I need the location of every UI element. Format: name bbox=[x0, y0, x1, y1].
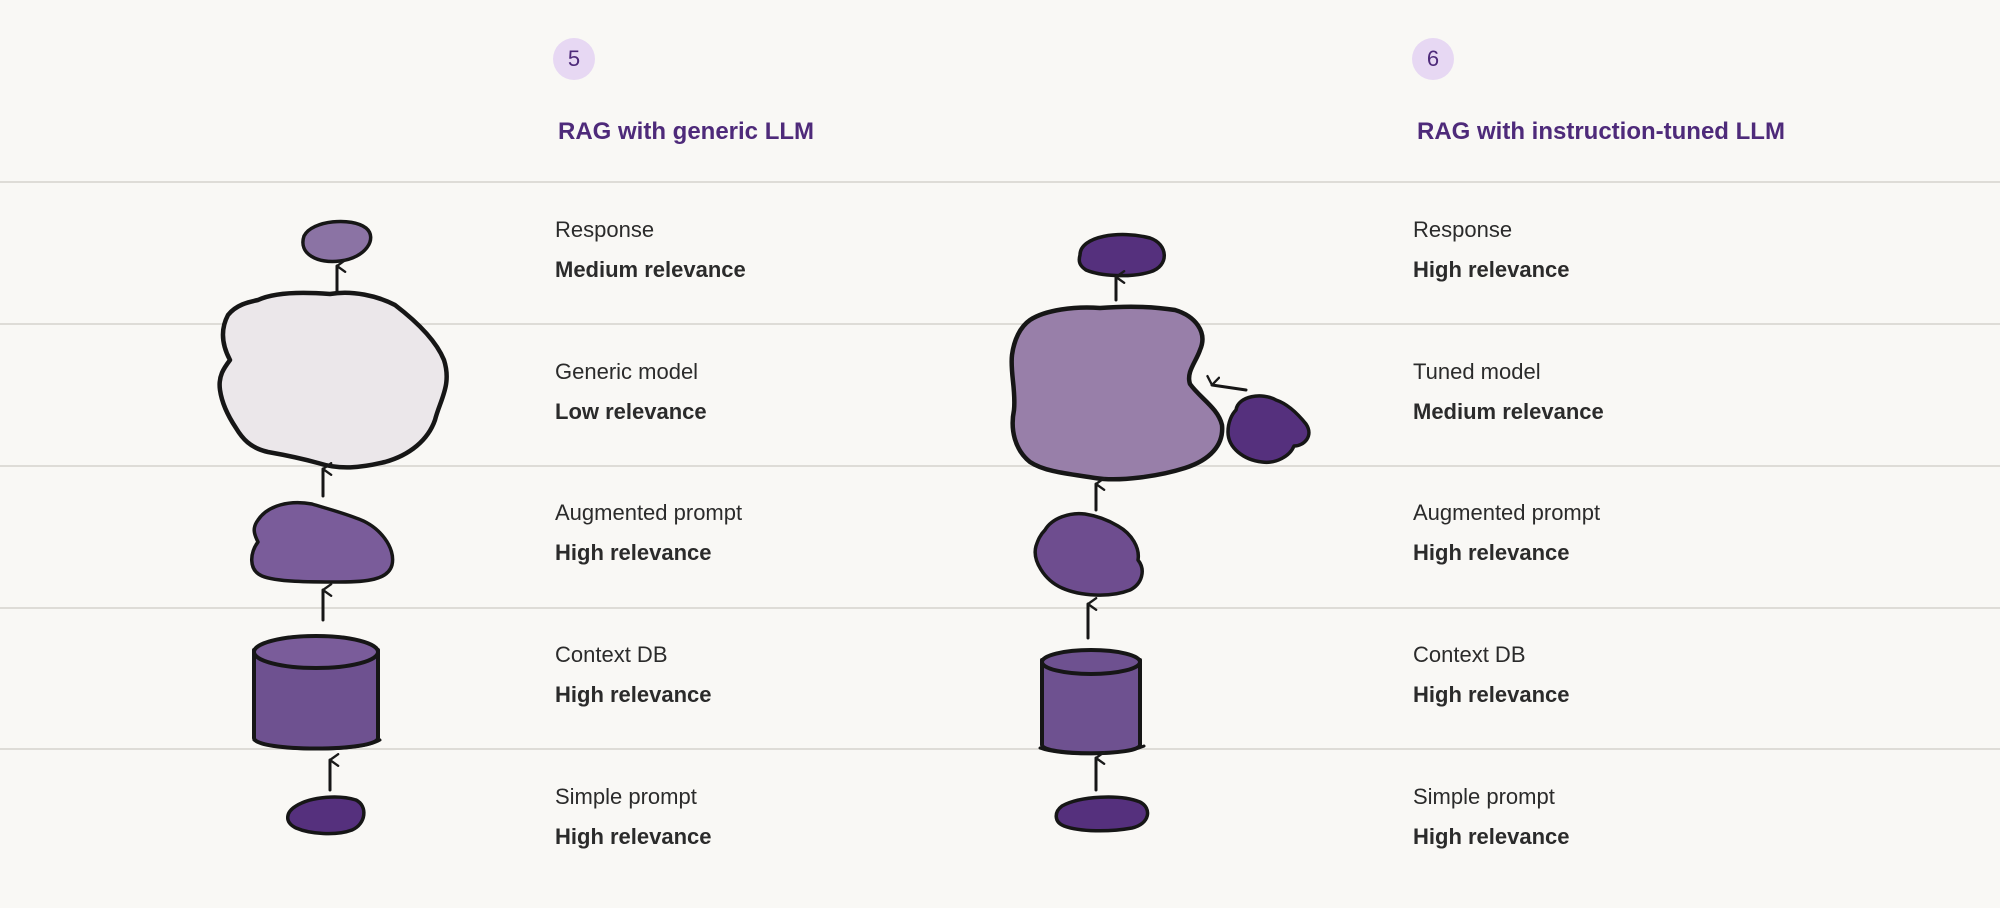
tuned-model-cloud-icon bbox=[1009, 304, 1225, 482]
row-relevance-simple-prompt: High relevance bbox=[555, 824, 712, 849]
divider-row-1 bbox=[0, 323, 2000, 325]
step-number: 5 bbox=[567, 46, 581, 71]
augmented-prompt-cloud-icon bbox=[250, 500, 395, 584]
divider-row-4 bbox=[0, 748, 2000, 750]
row-label-model: Tuned model bbox=[1413, 359, 1541, 384]
tuning-blob-icon bbox=[1226, 394, 1311, 465]
row-relevance-augmented-prompt: High relevance bbox=[555, 540, 712, 565]
row-relevance-context-db: High relevance bbox=[1413, 682, 1570, 707]
row-label-model: Generic model bbox=[555, 359, 699, 384]
response-blob-icon bbox=[301, 219, 373, 264]
row-relevance-context-db: High relevance bbox=[555, 682, 712, 707]
row-relevance-model: Low relevance bbox=[555, 399, 707, 424]
row-label-simple-prompt: Simple prompt bbox=[555, 784, 697, 809]
step-number: 6 bbox=[1426, 46, 1440, 71]
row-relevance-response: Medium relevance bbox=[555, 257, 746, 282]
augmented-prompt-cloud-icon bbox=[1033, 511, 1144, 597]
simple-prompt-blob-icon bbox=[1054, 795, 1150, 833]
context-db-cylinder-icon bbox=[252, 634, 382, 751]
generic-model-cloud-icon bbox=[217, 290, 449, 470]
simple-prompt-blob-icon bbox=[286, 795, 366, 836]
row-relevance-simple-prompt: High relevance bbox=[1413, 824, 1570, 849]
column-title-tuned: RAG with instruction-tuned LLM bbox=[1417, 118, 1785, 145]
arrow-left-icon bbox=[1206, 374, 1248, 392]
step-badge-6: 6 bbox=[1412, 38, 1454, 80]
response-blob-icon bbox=[1077, 232, 1166, 278]
generic-flow bbox=[217, 219, 449, 836]
row-label-augmented-prompt: Augmented prompt bbox=[1413, 500, 1601, 525]
row-relevance-augmented-prompt: High relevance bbox=[1413, 540, 1570, 565]
divider-row-2 bbox=[0, 465, 2000, 467]
row-label-response: Response bbox=[555, 217, 655, 242]
divider-row-3 bbox=[0, 607, 2000, 609]
row-label-context-db: Context DB bbox=[555, 642, 668, 667]
row-relevance-response: High relevance bbox=[1413, 257, 1570, 282]
row-label-augmented-prompt: Augmented prompt bbox=[555, 500, 743, 525]
divider-header bbox=[0, 181, 2000, 183]
row-label-simple-prompt: Simple prompt bbox=[1413, 784, 1555, 809]
row-label-response: Response bbox=[1413, 217, 1513, 242]
column-title-generic: RAG with generic LLM bbox=[558, 118, 815, 145]
tuned-flow bbox=[1009, 232, 1311, 833]
row-label-context-db: Context DB bbox=[1413, 642, 1526, 667]
row-relevance-model: Medium relevance bbox=[1413, 399, 1604, 424]
step-badge-5: 5 bbox=[553, 38, 595, 80]
context-db-cylinder-icon bbox=[1038, 648, 1146, 756]
